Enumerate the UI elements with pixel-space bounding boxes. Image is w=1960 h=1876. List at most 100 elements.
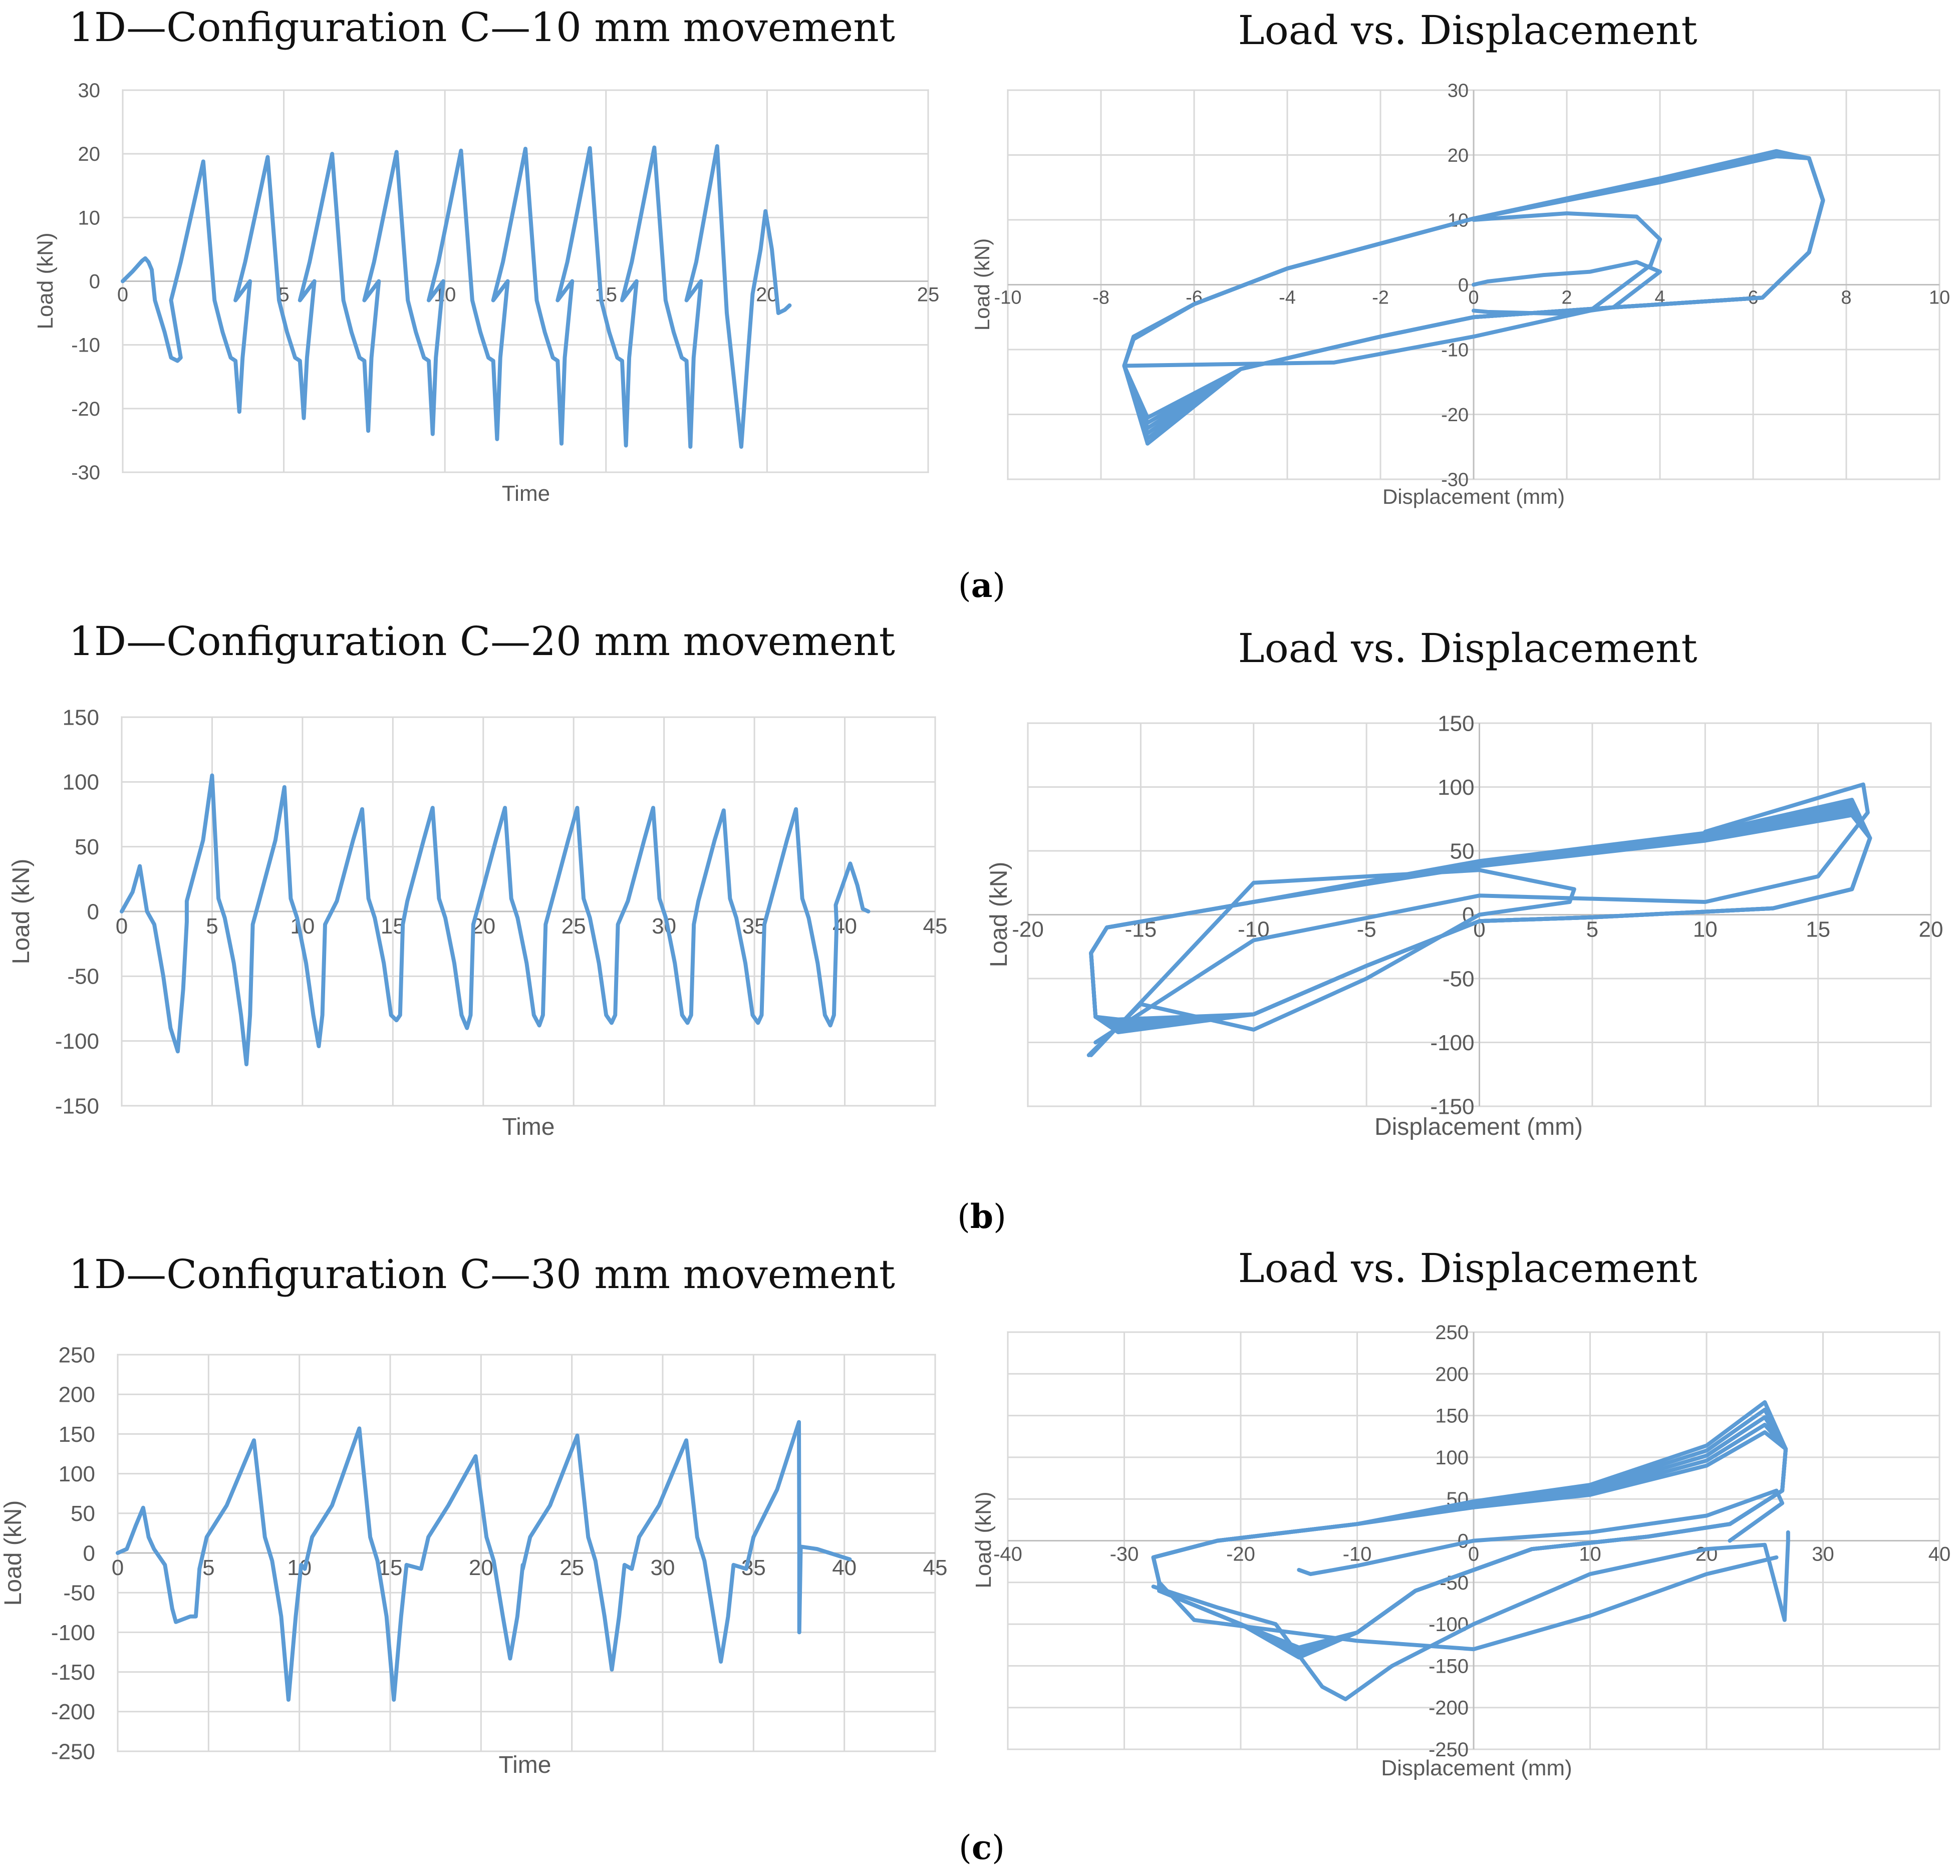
y-tick-label: 100 — [59, 1462, 95, 1486]
x-tick-label: 0 — [1468, 287, 1479, 308]
series-line-7 — [1093, 782, 1870, 1045]
x-tick-label: -20 — [1226, 1543, 1255, 1566]
x-tick-label: 15 — [1806, 917, 1830, 942]
captions-layer: (a) (b) (c) — [957, 566, 1006, 1867]
x-tick-label: 10 — [1693, 917, 1718, 942]
y-tick-label: 100 — [1435, 1447, 1469, 1469]
y-tick-label: -150 — [1430, 1094, 1474, 1119]
series-line-3 — [1089, 805, 1872, 1028]
y-tick-label: -100 — [1429, 1614, 1469, 1636]
x-tick-label: -4 — [1279, 287, 1296, 308]
x-tick-label: 5 — [202, 1555, 214, 1580]
caption-c: (c) — [959, 1828, 1005, 1867]
caption-a: (a) — [958, 566, 1005, 605]
y-tick-label: 0 — [87, 899, 99, 924]
x-tick-label: 8 — [1841, 287, 1851, 308]
chart-time-20mm: 1D—Configuration C—20 mm movement -150 -10… — [8, 618, 947, 1140]
x-tick-label: 20 — [469, 1555, 493, 1580]
x-tick-label: -20 — [1012, 917, 1044, 942]
x-axis-title: Displacement (mm) — [1381, 1756, 1572, 1780]
y-axis-title: Load (kN) — [0, 1500, 27, 1606]
x-tick-label: 25 — [917, 284, 940, 306]
x-tick-label: 45 — [923, 914, 948, 939]
series-line-7 — [1297, 1488, 1785, 1577]
x-tick-label: -10 — [994, 287, 1022, 308]
y-tick-label: -20 — [71, 398, 100, 420]
x-tick-label: 0 — [117, 284, 128, 306]
y-tick-label: -150 — [51, 1660, 95, 1685]
x-axis-title: Time — [499, 1752, 551, 1778]
y-tick-label: 150 — [59, 1422, 95, 1447]
series-line-8 — [1122, 211, 1662, 368]
series-line-6 — [1122, 149, 1825, 446]
y-tick-label: 0 — [1458, 275, 1469, 296]
y-axis-title: Load (kN) — [971, 1491, 996, 1588]
y-tick-label: 200 — [1435, 1363, 1469, 1385]
y-tick-label: 50 — [75, 835, 99, 859]
y-tick-label: 0 — [83, 1541, 95, 1566]
chart-hyst-10mm: Load vs. Displacement-30-20-100102030-10… — [970, 7, 1950, 508]
x-tick-label: -8 — [1092, 287, 1109, 308]
y-tick-label: -150 — [1429, 1655, 1469, 1677]
x-tick-label: 0 — [116, 914, 128, 939]
chart-hyst-30mm: Load vs. Displacement-250-200-150-100-50… — [971, 1245, 1950, 1780]
y-tick-label: -20 — [1441, 405, 1469, 426]
x-tick-label: 45 — [923, 1555, 948, 1580]
x-tick-label: 10 — [1929, 287, 1950, 308]
chart-hyst-20mm: Load vs. Displacement-150-100-5005010015… — [986, 625, 1943, 1140]
y-tick-label: 30 — [78, 80, 101, 102]
chart-title: 1D—Configuration C—20 mm movement — [69, 618, 895, 665]
series-line-6 — [1151, 1530, 1790, 1701]
x-tick-label: 15 — [378, 1555, 403, 1580]
x-tick-label: 25 — [562, 914, 586, 939]
x-tick-label: 40 — [1928, 1543, 1951, 1566]
x-axis-title: Time — [502, 481, 550, 506]
series-line-8 — [1157, 1555, 1779, 1652]
chart-time-10mm: 1D—Configuration C—10 mm movement -30 -20 -… — [33, 4, 939, 506]
y-tick-label: -250 — [51, 1739, 95, 1764]
y-tick-label: 200 — [59, 1383, 95, 1407]
caption-b: (b) — [957, 1197, 1006, 1236]
series-line-5 — [1089, 798, 1872, 1035]
y-tick-label: -10 — [71, 335, 100, 357]
x-tick-label: 5 — [206, 914, 218, 939]
x-tick-label: 10 — [290, 914, 315, 939]
y-tick-label: -100 — [55, 1029, 99, 1054]
y-axis-title: Load (kN) — [8, 859, 35, 965]
y-tick-label: 20 — [1448, 145, 1469, 166]
chart-title: 1D—Configuration C—10 mm movement — [69, 4, 895, 51]
y-axis-title: Load (kN) — [33, 232, 58, 329]
y-tick-label: -50 — [63, 1581, 95, 1606]
x-tick-label: 10 — [1579, 1543, 1601, 1566]
y-tick-label: -50 — [67, 965, 99, 989]
y-tick-label: 50 — [71, 1501, 95, 1526]
x-tick-label: 0 — [112, 1555, 124, 1580]
y-tick-label: -100 — [51, 1621, 95, 1645]
y-tick-label: -150 — [55, 1094, 99, 1118]
x-tick-label: 5 — [1586, 917, 1598, 942]
x-tick-label: -10 — [1343, 1543, 1372, 1566]
x-tick-label: -40 — [993, 1543, 1022, 1566]
chart-time-30mm: 1D—Configuration C—30 mm movement -250 -20… — [0, 1251, 947, 1778]
y-axis-title: Load (kN) — [970, 238, 994, 331]
y-tick-label: -30 — [1441, 469, 1469, 490]
y-tick-label: 10 — [78, 207, 101, 229]
x-tick-label: 20 — [1919, 917, 1943, 942]
y-tick-label: -200 — [51, 1700, 95, 1724]
y-tick-label: -250 — [1429, 1739, 1469, 1761]
x-tick-label: -2 — [1372, 287, 1389, 308]
x-tick-label: -30 — [1110, 1543, 1139, 1566]
y-tick-label: 150 — [1435, 1405, 1469, 1427]
y-tick-label: 100 — [63, 770, 99, 795]
x-tick-label: 25 — [559, 1555, 584, 1580]
series-line-1 — [120, 773, 871, 1067]
y-tick-label: 150 — [1438, 711, 1474, 736]
y-tick-label: 150 — [63, 705, 99, 730]
y-tick-label: -100 — [1430, 1031, 1474, 1055]
series-line-5 — [1151, 1400, 1788, 1650]
y-tick-label: -200 — [1429, 1697, 1469, 1719]
series-line-1 — [121, 144, 792, 449]
x-tick-label: 0 — [1468, 1543, 1479, 1566]
y-axis-title: Load (kN) — [986, 862, 1012, 968]
chart-title: Load vs. Displacement — [1238, 625, 1697, 672]
